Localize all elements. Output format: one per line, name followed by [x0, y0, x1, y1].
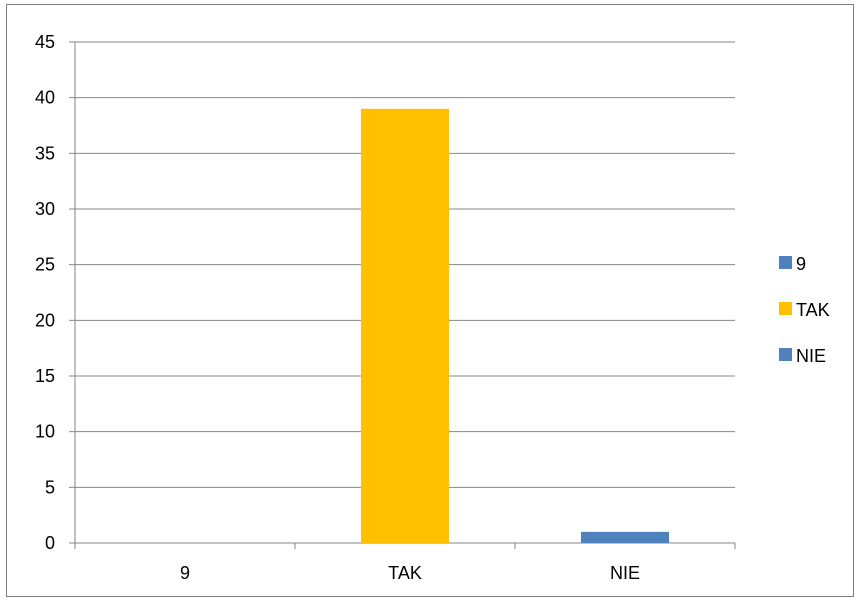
y-tick-label: 30: [35, 199, 55, 219]
legend-swatch: [779, 256, 792, 269]
x-category-label: TAK: [388, 563, 422, 583]
legend-label: 9: [796, 254, 806, 274]
bar-nie: [581, 531, 669, 543]
y-tick-label: 25: [35, 255, 55, 275]
y-tick-label: 15: [35, 366, 55, 386]
y-tick-label: 40: [35, 88, 55, 108]
legend-swatch: [779, 348, 792, 361]
y-tick-label: 0: [45, 533, 55, 553]
y-tick-label: 20: [35, 310, 55, 330]
legend: 9 TAK NIE: [779, 254, 830, 366]
y-tick-label: 10: [35, 422, 55, 442]
x-axis-category-labels: 9 TAK NIE: [180, 563, 640, 583]
y-axis-tick-labels: 0 5 10 15 20 25 30 35 40 45: [35, 32, 55, 553]
legend-label: TAK: [796, 300, 830, 320]
legend-swatch: [779, 302, 792, 315]
y-tick-label: 35: [35, 143, 55, 163]
legend-label: NIE: [796, 346, 826, 366]
y-tick-label: 5: [45, 477, 55, 497]
bars: [361, 108, 669, 544]
x-category-label: 9: [180, 563, 190, 583]
y-tick-label: 45: [35, 32, 55, 52]
bar-tak: [361, 108, 449, 544]
x-category-label: NIE: [610, 563, 640, 583]
